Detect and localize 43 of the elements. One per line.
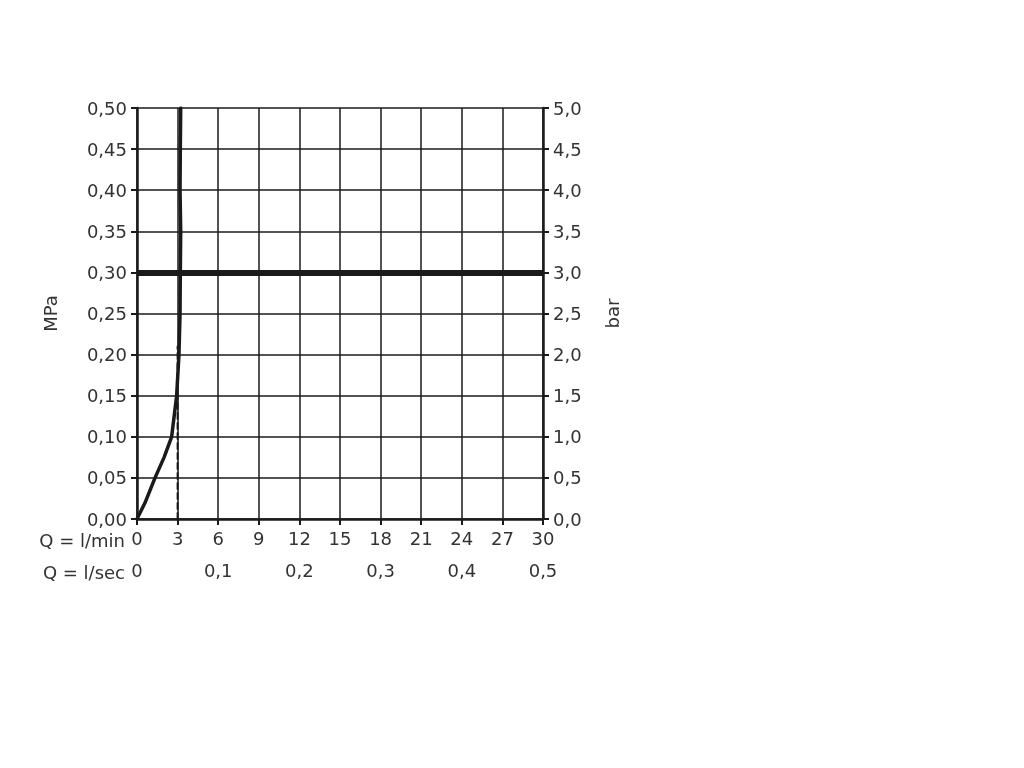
y2-tick-label: 1,0 [553, 426, 582, 448]
y-tick-label: 0,30 [86, 261, 127, 283]
y2-tick-label: 1,5 [553, 385, 582, 407]
x-tick-label: 15 [328, 527, 352, 549]
y2-tick-label: 5,0 [553, 97, 582, 119]
x2-tick-label: 0,1 [203, 559, 233, 581]
y-tick-label: 0,10 [86, 426, 127, 448]
y2-tick-label: 2,0 [553, 344, 582, 366]
x-tick-label: 0 [131, 527, 143, 549]
y2-tick-label: 3,5 [553, 220, 582, 242]
y2-axis-title: bar [601, 297, 623, 329]
x2-tick-label: 0,5 [528, 559, 558, 581]
x-tick-label: 3 [171, 527, 184, 549]
x2-tick-label: 0,4 [447, 559, 477, 581]
x2-tick-label: 0 [131, 559, 143, 581]
y-tick-label: 0,25 [86, 303, 127, 324]
y-tick-label: 0,35 [86, 220, 127, 242]
x-tick-label: 12 [287, 527, 311, 549]
y2-tick-label: 4,5 [553, 138, 582, 160]
x-tick-label: 27 [490, 527, 514, 549]
x2-tick-label: 0,2 [285, 559, 314, 581]
x-axis-title: Q = l/min [39, 529, 125, 551]
y-tick-label: 0,40 [86, 179, 127, 201]
x-tick-label: 6 [212, 527, 224, 549]
y-axis-title: MPa [39, 295, 61, 332]
y2-tick-label: 0,5 [553, 467, 582, 489]
x-tick-label: 18 [369, 527, 393, 549]
y-tick-label: 0,50 [86, 97, 127, 119]
y-tick-label: 0,05 [86, 467, 127, 489]
x2-tick-label: 0,3 [366, 559, 395, 581]
y-tick-label: 0,15 [86, 385, 127, 407]
y2-tick-label: 2,5 [553, 303, 582, 324]
x-tick-label: 9 [253, 527, 265, 549]
x-tick-label: 21 [409, 527, 433, 549]
y-tick-label: 0,00 [86, 508, 127, 530]
y2-tick-label: 0,0 [553, 508, 582, 530]
x-tick-label: 30 [531, 527, 555, 549]
y2-tick-label: 4,0 [553, 179, 582, 201]
x-tick-label: 24 [450, 527, 474, 549]
y-tick-label: 0,20 [86, 344, 127, 366]
y2-tick-label: 3,0 [553, 261, 582, 283]
x2-axis-title: Q = l/sec [42, 561, 125, 583]
y-tick-label: 0,45 [86, 138, 127, 160]
